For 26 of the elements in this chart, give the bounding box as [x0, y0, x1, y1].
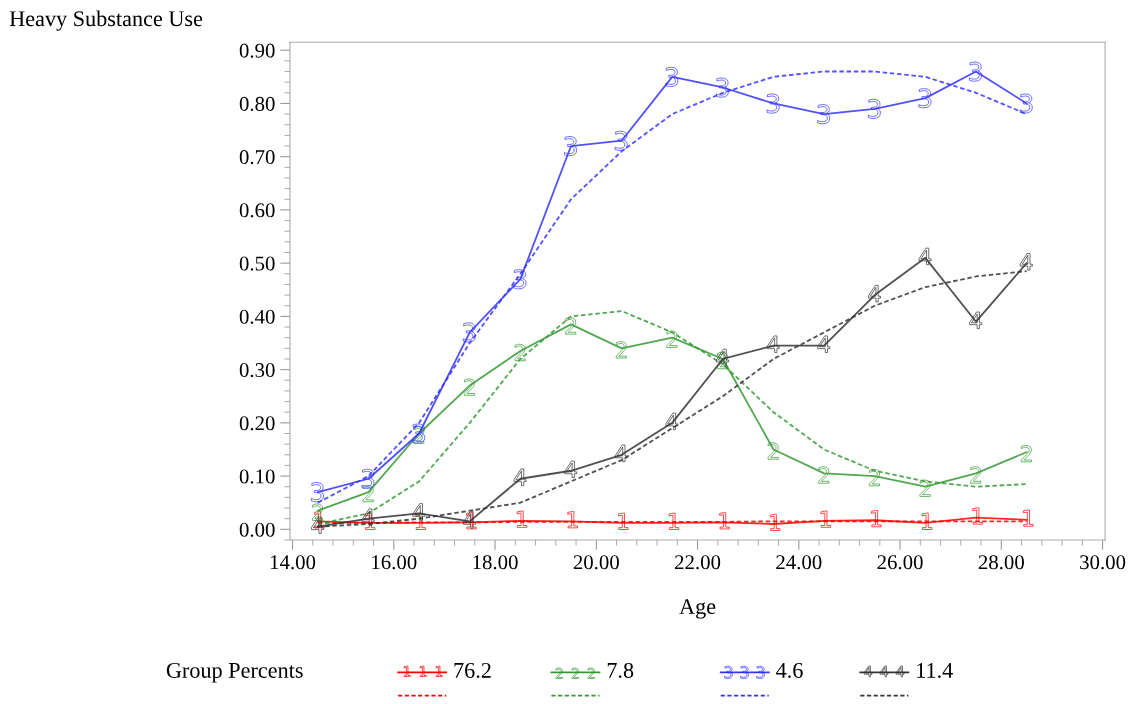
x-axis-title: Age: [679, 599, 716, 619]
y-tick-label: 0.30: [239, 363, 275, 378]
legend-label: 76.2: [454, 662, 491, 678]
legend-label: 4.6: [776, 662, 803, 678]
y-tick-label: 0.90: [239, 43, 275, 58]
y-tick-label: 0.50: [239, 256, 275, 271]
x-tick-label: 26.00: [877, 555, 923, 570]
y-tick-label: 0.70: [239, 150, 275, 165]
y-tick-label: 0.00: [239, 522, 275, 537]
x-tick-label: 22.00: [675, 555, 721, 570]
y-tick-label: 0.60: [239, 203, 275, 218]
x-tick-label: 20.00: [573, 555, 619, 570]
y-tick-label: 0.40: [239, 309, 275, 324]
y-tick-label: 0.10: [239, 469, 275, 484]
y-tick-label: 0.20: [239, 416, 275, 431]
legend-label: 7.8: [607, 662, 634, 678]
x-tick-label: 28.00: [978, 555, 1024, 570]
legend-title: Group Percents: [166, 662, 303, 683]
x-tick-label: 24.00: [776, 555, 822, 570]
legend-label: 11.4: [917, 662, 953, 678]
x-tick-label: 30.00: [1080, 555, 1126, 570]
y-axis-title: Heavy Substance Use: [9, 10, 203, 31]
x-tick-label: 16.00: [372, 555, 417, 570]
y-tick-label: 0.80: [239, 96, 275, 111]
x-tick-label: 18.00: [473, 555, 518, 570]
x-tick-label: 14.00: [270, 555, 316, 570]
